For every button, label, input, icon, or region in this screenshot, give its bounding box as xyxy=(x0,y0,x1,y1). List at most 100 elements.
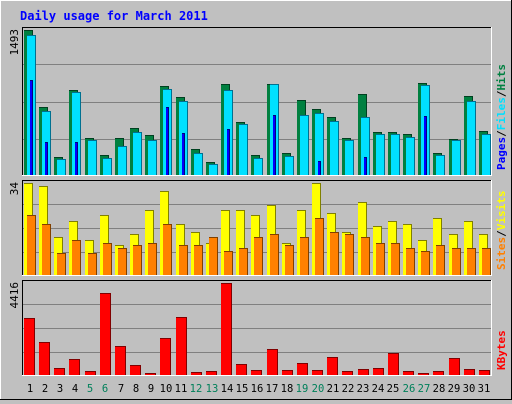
x-tick-label: 29 xyxy=(448,383,461,395)
x-tick-label: 23 xyxy=(357,383,370,395)
bar-sites xyxy=(376,243,385,275)
bar-kbytes xyxy=(282,370,293,375)
x-tick-label: 30 xyxy=(463,383,476,395)
bar-kbytes xyxy=(464,369,475,375)
x-tick-label: 28 xyxy=(433,383,446,395)
x-tick-label: 6 xyxy=(102,383,108,395)
legend-pages: Pages xyxy=(495,137,508,170)
bar-files xyxy=(239,124,248,175)
legend-separator: / xyxy=(495,230,508,237)
bar-kbytes xyxy=(100,293,111,375)
legend-kbytes: KBytes xyxy=(495,330,508,370)
bar-files xyxy=(361,117,370,175)
bar-sites xyxy=(467,248,476,275)
bar-sites xyxy=(315,218,324,275)
bar-kbytes xyxy=(221,283,232,375)
x-tick-label: 20 xyxy=(312,383,325,395)
bar-sites xyxy=(330,232,339,275)
x-tick-label: 25 xyxy=(387,383,400,395)
x-tick-label: 15 xyxy=(236,383,249,395)
bar-sites xyxy=(57,253,66,275)
bar-sites xyxy=(42,224,51,275)
x-tick-label: 26 xyxy=(403,383,416,395)
bar-sites xyxy=(482,248,491,275)
bar-files xyxy=(467,101,476,175)
panel-hits_files_pages: 1493 Pages/Files/Hits xyxy=(8,27,508,176)
bar-sites xyxy=(163,224,172,275)
bar-pages xyxy=(364,157,367,175)
bar-files xyxy=(133,132,142,175)
x-tick-label: 2 xyxy=(42,383,48,395)
bar-sites xyxy=(254,237,263,275)
x-tick-label: 1 xyxy=(27,383,33,395)
bar-kbytes xyxy=(373,368,384,375)
bar-files xyxy=(391,134,400,175)
x-tick-label: 12 xyxy=(190,383,203,395)
bar-pages xyxy=(318,161,321,175)
x-tick-label: 4 xyxy=(72,383,78,395)
bar-files xyxy=(57,159,66,175)
x-tick-label: 22 xyxy=(342,383,355,395)
bar-kbytes xyxy=(388,353,399,375)
y-axis-max-label: 4416 xyxy=(8,282,21,309)
bar-sites xyxy=(27,215,36,275)
bar-sites xyxy=(421,251,430,275)
x-tick-label: 14 xyxy=(221,383,234,395)
bar-kbytes xyxy=(327,357,338,375)
bar-kbytes xyxy=(160,338,171,375)
bar-sites xyxy=(148,243,157,275)
bar-kbytes xyxy=(449,358,460,375)
y-axis-max-label: 34 xyxy=(8,182,21,196)
bar-kbytes xyxy=(191,372,202,375)
bar-files xyxy=(300,115,309,175)
bar-sites xyxy=(209,237,218,275)
x-tick-label: 10 xyxy=(160,383,173,395)
bar-sites xyxy=(436,245,445,275)
bar-pages xyxy=(227,129,230,175)
x-tick-label: 7 xyxy=(118,383,124,395)
bar-sites xyxy=(270,234,279,275)
bar-sites xyxy=(118,248,127,275)
bar-kbytes xyxy=(297,363,308,375)
bar-kbytes xyxy=(236,364,247,375)
bar-kbytes xyxy=(433,371,444,375)
bar-visits xyxy=(221,210,230,275)
bar-sites xyxy=(103,243,112,275)
bar-files xyxy=(285,156,294,175)
bar-pages xyxy=(75,142,78,175)
x-tick-label: 17 xyxy=(266,383,279,395)
bar-files xyxy=(118,146,127,175)
bar-sites xyxy=(345,234,354,275)
bar-sites xyxy=(72,240,81,275)
x-tick-label: 3 xyxy=(57,383,63,395)
bar-kbytes xyxy=(24,318,35,375)
x-tick-label: 21 xyxy=(327,383,340,395)
legend-separator: / xyxy=(495,130,508,137)
bar-kbytes xyxy=(403,371,414,375)
bar-files xyxy=(406,137,415,175)
legend-separator: / xyxy=(495,90,508,97)
bar-files xyxy=(452,140,461,175)
bar-sites xyxy=(361,237,370,275)
bar-pages xyxy=(166,107,169,175)
x-tick-label: 13 xyxy=(206,383,219,395)
side-legend: Pages/Files/Hits xyxy=(495,64,508,170)
x-tick-label: 18 xyxy=(281,383,294,395)
bar-pages xyxy=(30,80,33,175)
legend-sites: Sites xyxy=(495,237,508,270)
panel-kbytes: 4416 KBytes xyxy=(8,280,508,376)
bar-sites xyxy=(285,245,294,275)
bar-kbytes xyxy=(176,317,187,375)
bar-sites xyxy=(391,243,400,275)
bar-files xyxy=(376,134,385,175)
bar-visits xyxy=(236,210,245,275)
bar-files xyxy=(148,140,157,175)
bar-visits xyxy=(145,210,154,275)
bar-files xyxy=(88,140,97,175)
y-axis-max-label: 1493 xyxy=(8,29,21,56)
bar-files xyxy=(103,158,112,175)
bar-sites xyxy=(88,253,97,275)
bar-sites xyxy=(224,251,233,275)
